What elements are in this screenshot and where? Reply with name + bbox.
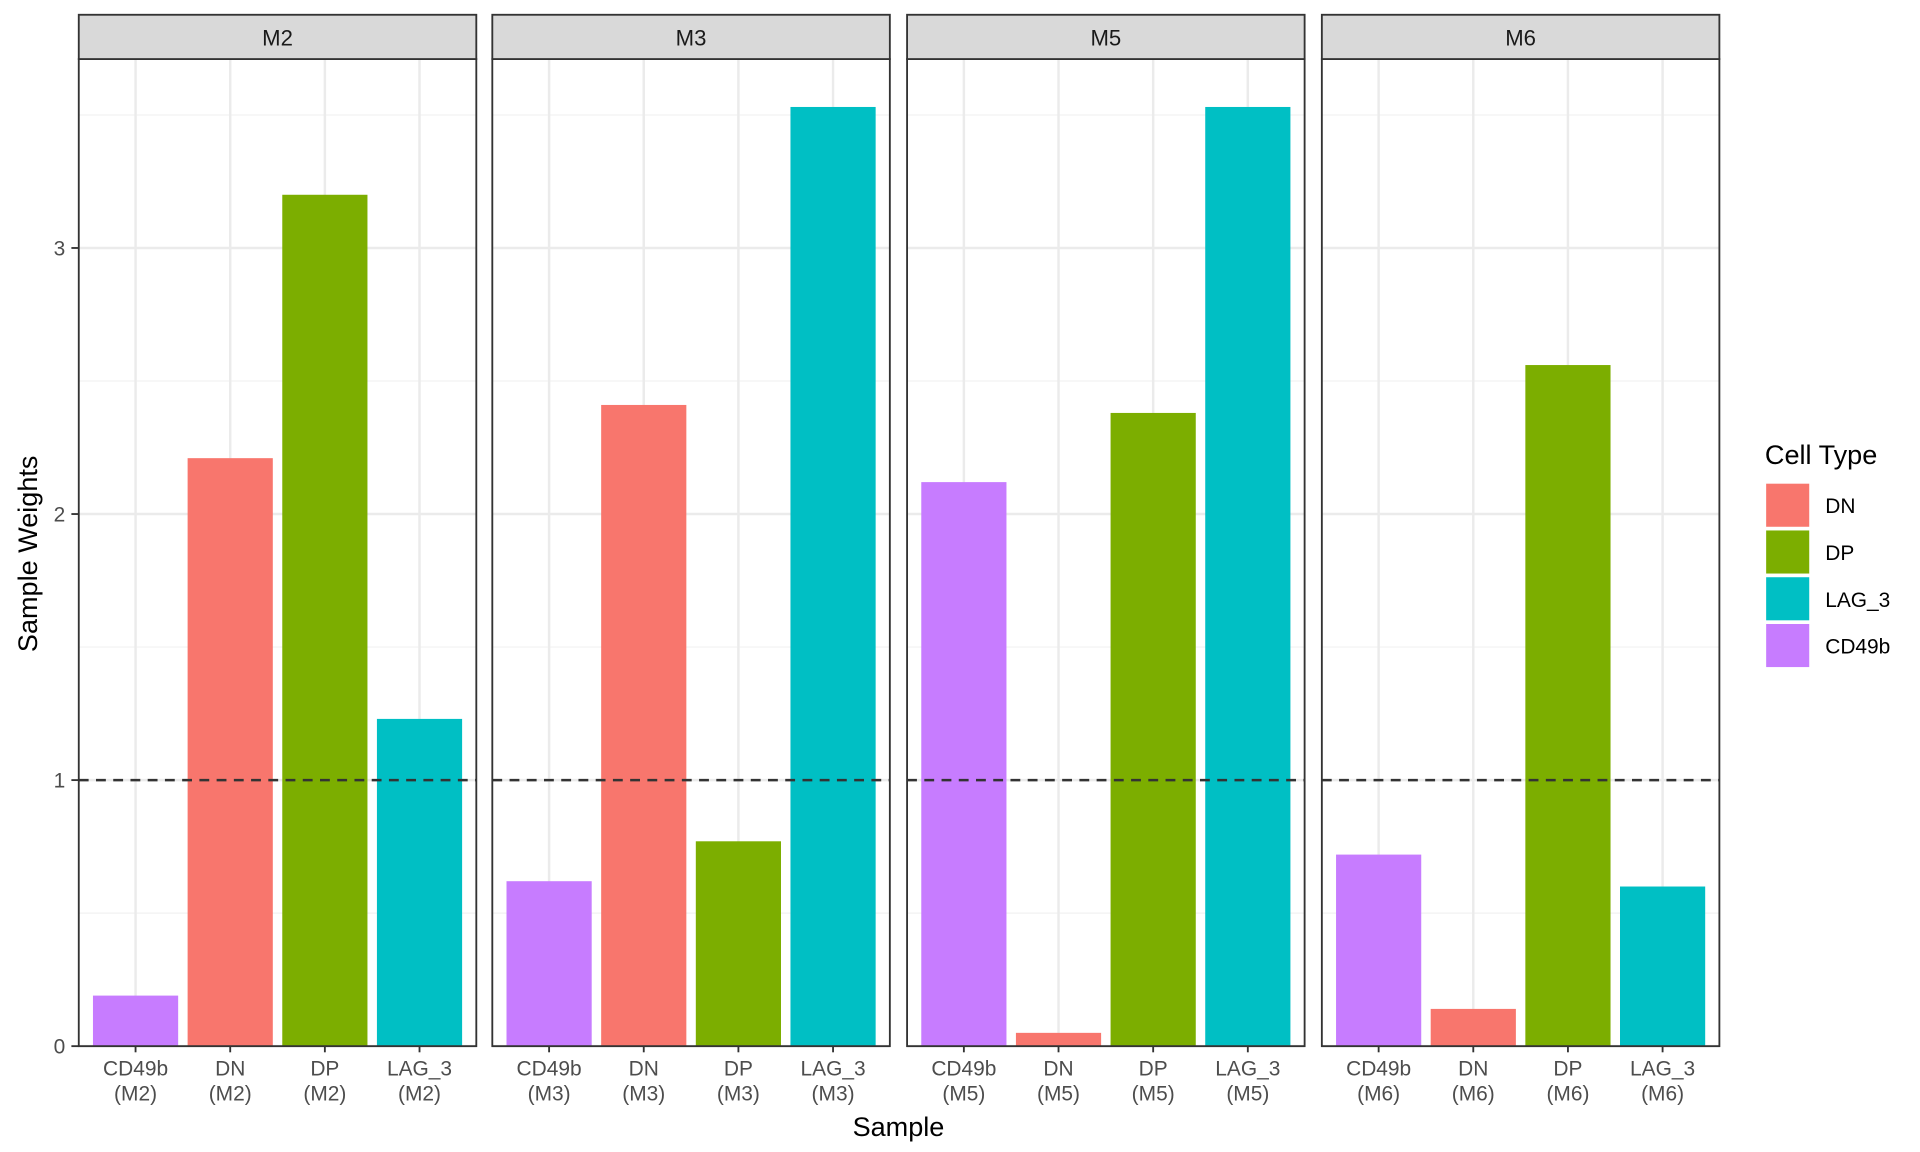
x-tick-label: (M6) [1357,1082,1400,1105]
x-tick-label: DN [1458,1058,1488,1081]
legend-key-LAG_3 [1766,577,1810,621]
facet-strip-label: M2 [262,26,293,51]
y-tick-label: 1 [54,769,66,792]
legend-title: Cell Type [1765,439,1877,470]
x-tick-label: DN [215,1058,245,1081]
x-tick-label: DP [310,1058,339,1081]
bar-M3-DP [695,841,781,1047]
legend-label: CD49b [1825,636,1890,659]
x-tick-label: (M2) [303,1082,346,1105]
facet-panel-M5: CD49b(M5)DN(M5)DP(M5)LAG_3(M5)M5 [906,13,1306,1105]
bar-M6-DN [1430,1008,1516,1047]
facet-panel-M2: CD49b(M2)DN(M2)DP(M2)LAG_3(M2)M2 [77,13,478,1105]
x-tick-label: DN [1043,1058,1073,1081]
y-tick-label: 2 [54,503,66,526]
legend-label: DP [1825,542,1854,565]
x-tick-label: (M2) [398,1082,441,1105]
y-tick-label: 3 [54,237,66,260]
x-tick-label: (M5) [1132,1082,1175,1105]
bar-M5-LAG_3 [1205,106,1291,1047]
legend: Cell Type DN DP LAG_3 CD49b [1765,439,1890,668]
bar-M2-DN [187,458,273,1047]
x-tick-label: (M3) [528,1082,571,1105]
x-tick-label: (M5) [942,1082,985,1105]
bar-M6-DP [1525,365,1611,1047]
x-tick-label: CD49b [1346,1058,1411,1081]
x-tick-label: DP [1553,1058,1582,1081]
facet-strip [77,13,478,60]
bar-M3-LAG_3 [790,106,876,1047]
bar-M2-LAG_3 [376,718,463,1047]
x-tick-label: LAG_3 [387,1058,452,1081]
facet-strip-label: M3 [676,26,707,51]
bar-M3-CD49b [506,881,592,1047]
bar-M2-CD49b [92,995,179,1047]
x-tick-label: CD49b [517,1058,582,1081]
x-tick-label: DP [724,1058,753,1081]
facet-panel-M3: CD49b(M3)DN(M3)DP(M3)LAG_3(M3)M3 [491,13,891,1105]
x-tick-label: (M3) [622,1082,665,1105]
x-tick-label: LAG_3 [801,1058,866,1081]
x-tick-label: DP [1139,1058,1168,1081]
bar-M5-DN [1015,1032,1102,1047]
bar-M6-LAG_3 [1620,886,1706,1047]
x-tick-label: (M2) [209,1082,252,1105]
x-tick-label: (M3) [717,1082,760,1105]
y-axis-label: Sample Weights [12,456,43,653]
y-tick-label: 0 [54,1036,66,1059]
bar-M3-DN [601,404,687,1047]
facet-panel-M6: CD49b(M6)DN(M6)DP(M6)LAG_3(M6)M6 [1320,13,1721,1105]
legend-key-DN [1766,483,1810,527]
x-tick-label: (M6) [1452,1082,1495,1105]
bar-M6-CD49b [1336,854,1422,1047]
facet-strip [491,13,891,60]
x-tick-label: CD49b [103,1058,168,1081]
x-tick-label: CD49b [931,1058,996,1081]
x-tick-label: (M3) [812,1082,855,1105]
x-tick-label: (M6) [1546,1082,1589,1105]
x-tick-label: LAG_3 [1630,1058,1695,1081]
bar-M5-DP [1110,412,1196,1047]
facet-strip [1320,13,1721,60]
bar-M2-DP [282,194,368,1047]
x-tick-label: DN [629,1058,659,1081]
x-tick-label: (M5) [1226,1082,1269,1105]
facet-strip [906,13,1306,60]
bar-M5-CD49b [921,482,1007,1047]
legend-label: DN [1825,495,1855,518]
x-tick-label: (M2) [114,1082,157,1105]
x-tick-label: LAG_3 [1215,1058,1280,1081]
facet-strip-label: M5 [1090,26,1121,51]
facet-strip-label: M6 [1505,26,1536,51]
x-axis-label: Sample [853,1111,945,1142]
legend-key-DP [1766,530,1810,574]
legend-key-CD49b [1766,624,1810,668]
x-tick-label: (M6) [1641,1082,1684,1105]
legend-label: LAG_3 [1825,589,1890,612]
x-tick-label: (M5) [1037,1082,1080,1105]
